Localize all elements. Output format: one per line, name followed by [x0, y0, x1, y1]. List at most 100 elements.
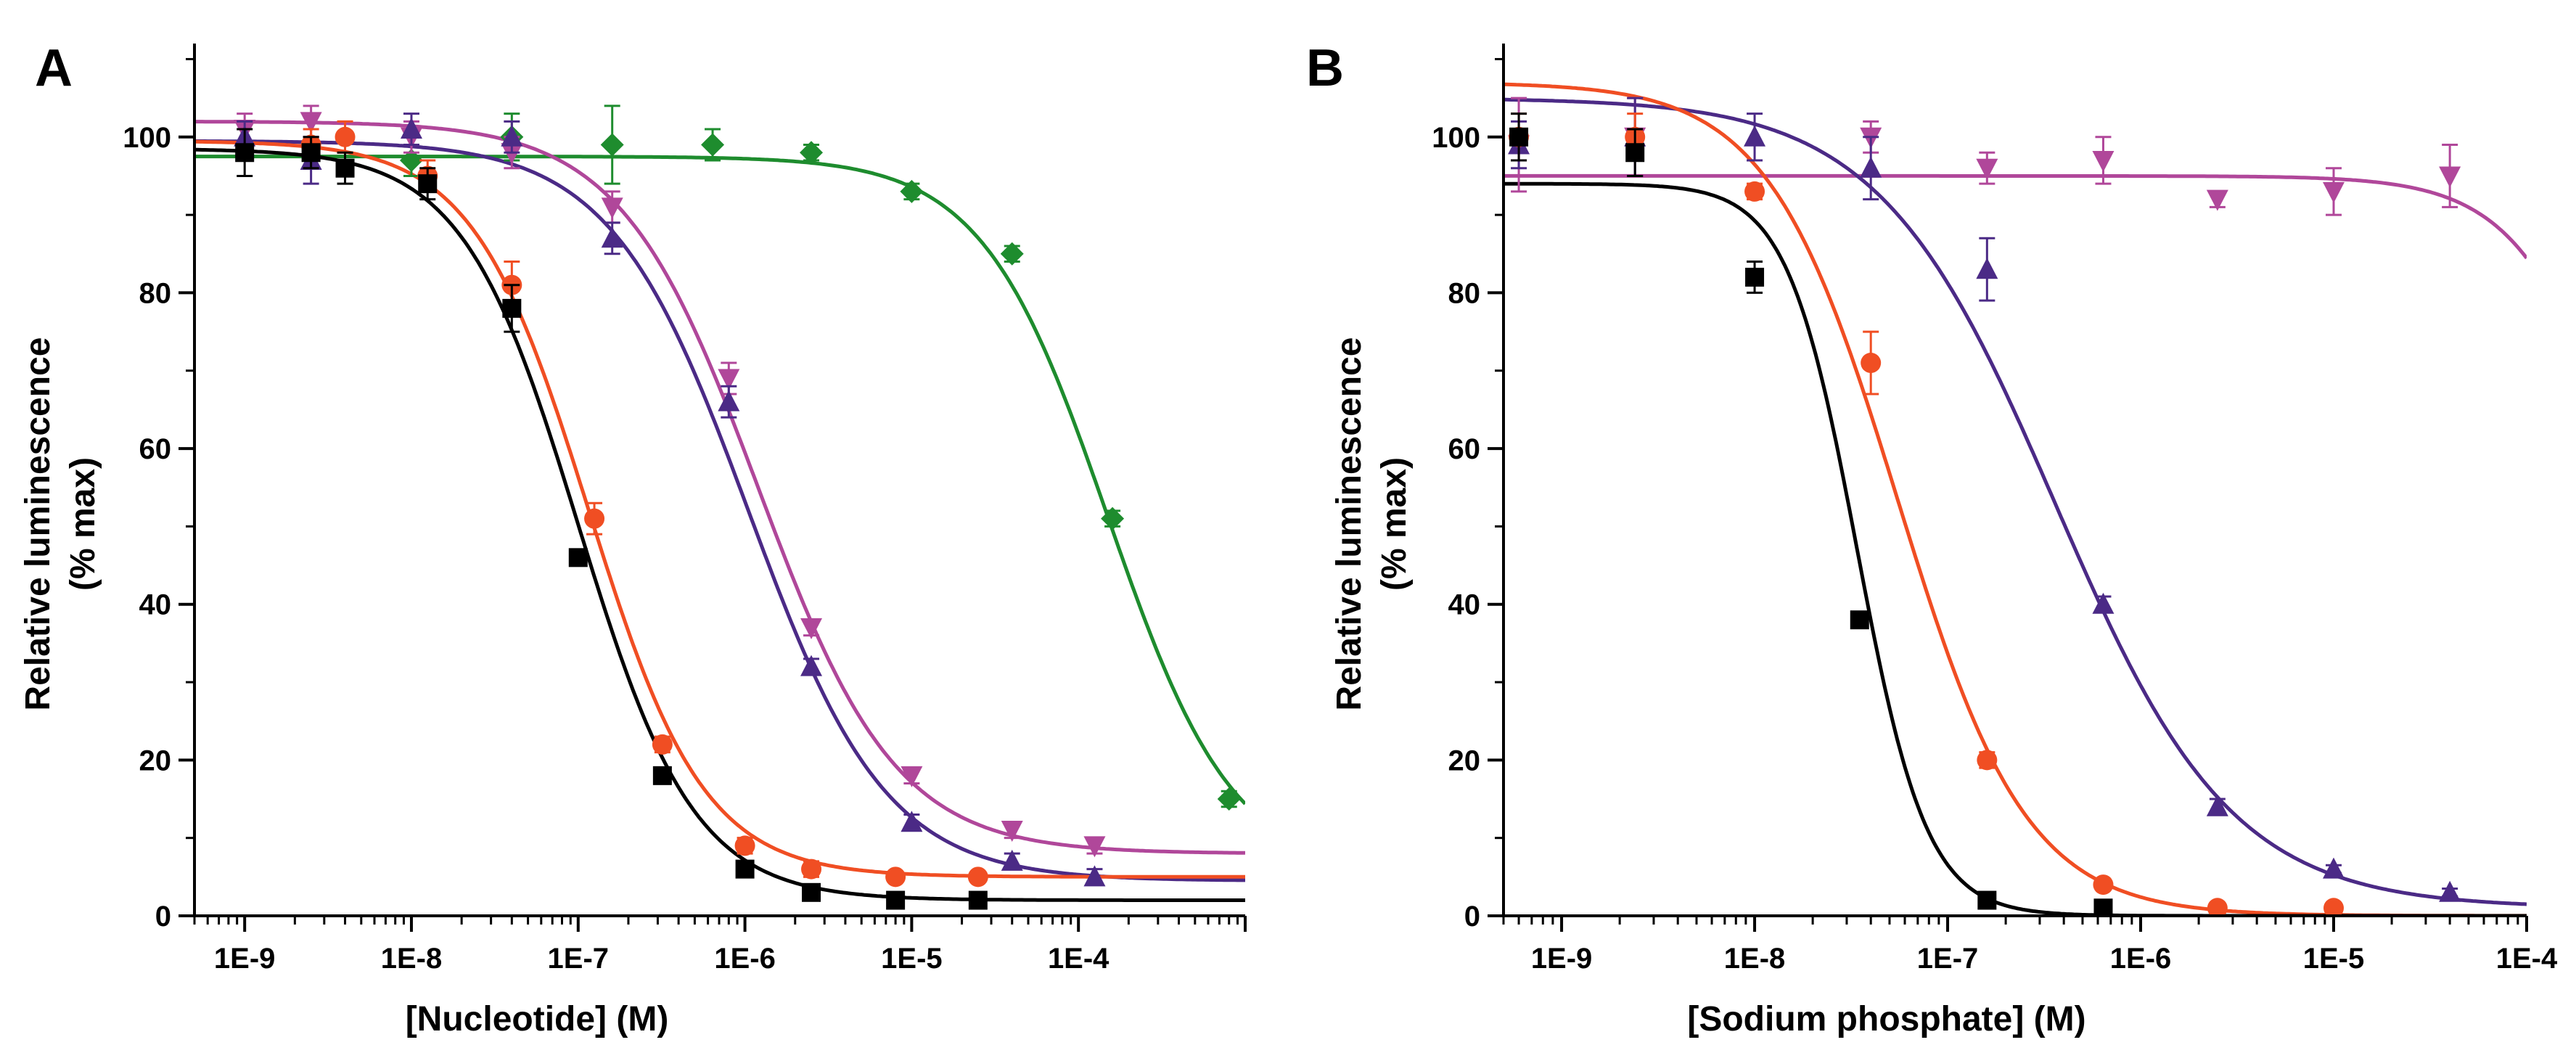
data-point-purple-up-triangles [718, 385, 740, 419]
marker-square [1509, 127, 1529, 147]
marker-square [2093, 898, 2113, 916]
marker-triangle-up [400, 118, 422, 139]
x-tick-label: 1E-7 [1917, 943, 1979, 975]
data-points-a [234, 104, 1241, 910]
data-point-magenta-down-triangles [2323, 167, 2345, 216]
fit-curve-purple-up-triangles [194, 139, 1245, 882]
data-point-red-circles [2207, 898, 2228, 916]
data-point-black-squares [335, 151, 355, 185]
panel-label-b: B [1306, 39, 1344, 97]
data-point-magenta-down-triangles [1976, 151, 1998, 185]
data-point-purple-up-triangles [501, 120, 523, 154]
data-point-black-squares [1977, 890, 1997, 910]
data-point-magenta-down-triangles [2206, 189, 2228, 211]
marker-triangle-down [718, 369, 740, 390]
marker-diamond [900, 179, 924, 203]
marker-circle [1861, 353, 1882, 374]
marker-square [502, 298, 522, 318]
marker-diamond [399, 148, 423, 172]
data-point-purple-up-triangles [1976, 237, 1998, 302]
marker-triangle-down [2439, 166, 2461, 188]
marker-triangle-up [1083, 865, 1106, 887]
x-tick-label: 1E-4 [1048, 943, 1109, 975]
marker-square [1625, 143, 1645, 163]
marker-triangle-down [800, 618, 823, 639]
marker-triangle-down [901, 766, 923, 787]
data-point-magenta-down-triangles [2439, 144, 2461, 208]
marker-circle [335, 126, 356, 147]
fit-curve-magenta-down-triangles [1504, 173, 2527, 260]
fit-curve-purple-up-triangles [1504, 97, 2527, 906]
data-point-purple-up-triangles [1001, 849, 1023, 871]
data-point-magenta-down-triangles [1083, 836, 1106, 858]
data-points-b [1508, 97, 2461, 916]
x-tick-label: 1E-8 [381, 943, 443, 975]
data-point-black-squares [2093, 898, 2113, 916]
data-point-magenta-down-triangles [901, 766, 923, 787]
data-point-green-diamonds [1000, 242, 1024, 266]
y-tick-label: 20 [1448, 745, 1481, 776]
marker-triangle-up [1001, 849, 1023, 871]
y-axis-title-b: Relative luminescence [1330, 337, 1369, 711]
data-point-magenta-down-triangles [1001, 820, 1023, 842]
marker-circle [2323, 898, 2345, 916]
marker-triangle-down [2206, 189, 2228, 211]
data-point-red-circles [1861, 330, 1882, 396]
data-point-purple-up-triangles [901, 811, 923, 832]
data-point-red-circles [584, 501, 605, 536]
data-point-purple-up-triangles [400, 112, 422, 147]
fit-curve-black-squares [1504, 181, 2527, 916]
plot-area-a [194, 104, 1245, 910]
y-tick-label: 100 [123, 122, 171, 154]
x-axis-title-b: [Sodium phosphate] (M) [1687, 1000, 2085, 1038]
marker-triangle-up [601, 226, 623, 248]
data-point-black-squares [235, 128, 255, 177]
data-point-black-squares [568, 548, 588, 567]
data-point-black-squares [652, 766, 672, 785]
marker-triangle-up [800, 655, 823, 676]
marker-square [235, 143, 255, 163]
data-point-black-squares [802, 882, 821, 902]
marker-square [886, 890, 906, 910]
data-point-green-diamonds [1217, 787, 1241, 811]
marker-triangle-down [2323, 181, 2345, 203]
data-point-black-squares [1509, 112, 1529, 162]
y-tick-label: 0 [155, 901, 171, 933]
plot-area-b [1504, 82, 2527, 916]
data-point-red-circles [652, 734, 673, 755]
x-ticks-b: 1E-9 1E-8 1E-7 1E-6 1E-5 1E-4 [1502, 916, 2558, 975]
marker-diamond [800, 141, 824, 165]
marker-triangle-down [300, 112, 322, 134]
y-tick-label: 60 [139, 433, 172, 465]
marker-circle [584, 508, 605, 529]
y-tick-label: 40 [1448, 589, 1481, 621]
data-point-red-circles [2093, 874, 2114, 896]
marker-square [968, 890, 988, 910]
marker-square [418, 174, 438, 194]
y-tick-label: 80 [1448, 277, 1481, 309]
x-tick-label: 1E-4 [2496, 943, 2558, 975]
data-point-green-diamonds [600, 104, 624, 185]
data-point-black-squares [735, 859, 755, 879]
marker-square [1745, 267, 1765, 287]
data-point-black-squares [968, 890, 988, 910]
data-point-purple-up-triangles [2206, 795, 2228, 816]
marker-circle [1744, 181, 1765, 202]
x-tick-label: 1E-7 [548, 943, 610, 975]
x-ticks-a: 1E-9 1E-8 1E-7 1E-6 1E-5 1E-4 [193, 916, 1247, 975]
marker-circle [1977, 750, 1998, 771]
fit-curve-red-circles [1504, 82, 2527, 916]
marker-diamond [600, 133, 624, 157]
x-axis-title-a: [Nucleotide] (M) [406, 1000, 669, 1038]
data-point-purple-up-triangles [1860, 136, 1882, 201]
fit-curves-a [194, 120, 1245, 902]
marker-triangle-down [1976, 158, 1998, 180]
marker-square [735, 859, 755, 879]
data-point-black-squares [1850, 610, 1869, 630]
data-point-black-squares [1745, 261, 1765, 294]
data-point-red-circles [335, 120, 356, 154]
data-point-green-diamonds [900, 179, 924, 203]
marker-circle [885, 866, 906, 888]
